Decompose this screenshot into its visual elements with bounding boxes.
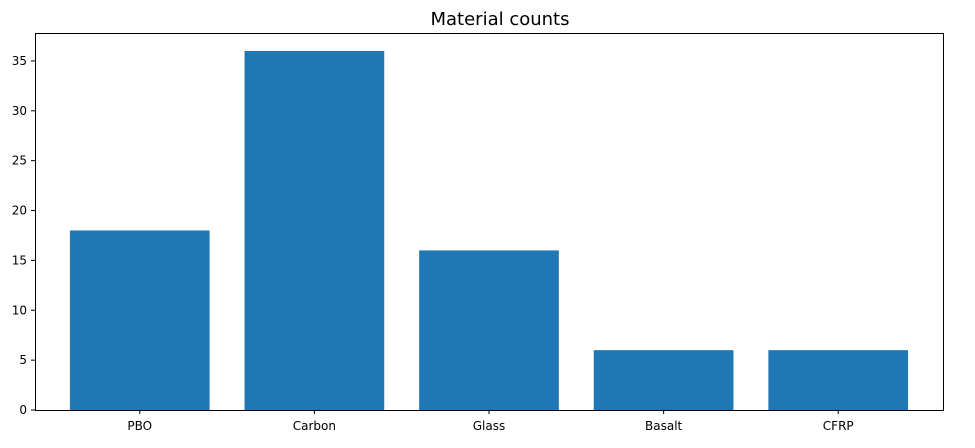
y-tick-label: 30 [12, 104, 27, 118]
x-tick-label: Carbon [293, 419, 336, 433]
bar-cfrp [768, 350, 909, 410]
bars-group [69, 50, 909, 410]
y-tick-label: 35 [12, 54, 27, 68]
chart-title: Material counts [430, 9, 569, 30]
y-tick-label: 20 [12, 204, 27, 218]
x-axis: PBO Carbon Glass Basalt CFRP [127, 410, 854, 433]
y-tick-label: 25 [12, 154, 27, 168]
y-axis: 0 5 10 15 20 25 30 35 [12, 54, 35, 417]
y-tick-label: 5 [19, 353, 27, 367]
x-tick-label: CFRP [823, 419, 854, 433]
x-tick-label: Glass [473, 419, 506, 433]
y-tick-label: 10 [12, 303, 27, 317]
bar-pbo [69, 230, 210, 410]
plot-frame [35, 33, 944, 411]
y-tick-label: 15 [12, 253, 27, 267]
bar-glass [419, 250, 559, 410]
bar-carbon [244, 50, 385, 410]
y-tick-label: 0 [19, 403, 27, 417]
x-tick-label: PBO [127, 419, 152, 433]
bar-basalt [593, 350, 734, 410]
x-tick-label: Basalt [645, 419, 683, 433]
